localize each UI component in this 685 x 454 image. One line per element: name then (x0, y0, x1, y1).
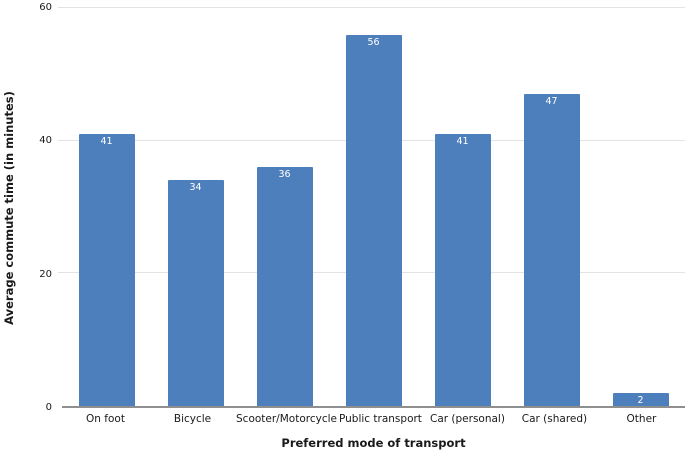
bar-value-label: 41 (100, 136, 113, 148)
x-axis-title: Preferred mode of transport (281, 436, 466, 450)
y-tick-label: 60 (39, 2, 52, 13)
bar-value-label: 34 (189, 182, 202, 194)
bar-value-label: 56 (367, 36, 380, 48)
bar-slot: 2 (596, 8, 685, 406)
x-tick-label: Other (626, 413, 657, 425)
y-tick-label: 20 (39, 268, 52, 280)
bar: 47 (523, 94, 580, 406)
bar-value-label: 41 (456, 136, 469, 148)
bar-slot: 36 (240, 8, 329, 406)
x-tick-label: Scooter/Motorcycle (236, 413, 337, 425)
y-tick-label: 0 (45, 402, 52, 413)
x-tick-label: Bicycle (173, 413, 212, 425)
bar: 34 (167, 180, 224, 406)
gridline (58, 7, 685, 8)
bar: 41 (78, 134, 135, 406)
bar-slot: 41 (62, 8, 151, 406)
bar: 2 (612, 392, 669, 406)
x-tick-label: Car (shared) (521, 413, 588, 425)
bars: 41 34 36 56 41 47 2 (62, 8, 685, 406)
bar: 36 (256, 167, 313, 406)
bar-value-label: 36 (278, 169, 291, 181)
bar: 41 (434, 134, 491, 406)
plot-area: 41 34 36 56 41 47 2 (58, 7, 685, 408)
bar: 56 (345, 34, 402, 406)
x-tick-label: Public transport (339, 413, 422, 425)
bar-slot: 41 (418, 8, 507, 406)
x-axis-labels: On foot Bicycle Scooter/Motorcycle Public t… (62, 413, 685, 425)
x-tick-label: Car (personal) (429, 413, 505, 425)
bar-value-label: 47 (545, 96, 558, 108)
bar-slot: 56 (329, 8, 418, 406)
bar-slot: 34 (151, 8, 240, 406)
y-tick-label: 40 (39, 135, 52, 147)
x-tick-label: On foot (86, 413, 125, 425)
bar-value-label: 2 (637, 394, 644, 406)
y-axis-ticks: 0 20 40 60 (0, 2, 56, 413)
bar-slot: 47 (507, 8, 596, 406)
